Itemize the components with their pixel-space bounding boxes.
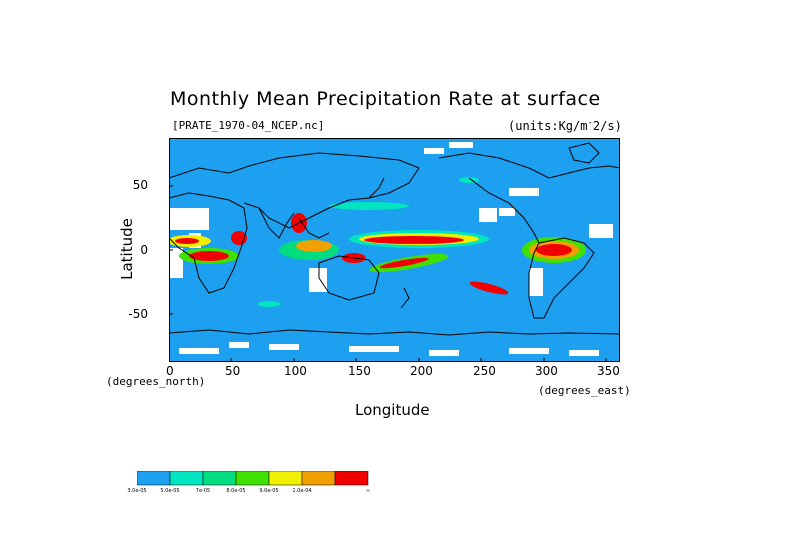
x-tick-label: 100: [284, 364, 307, 378]
legend-swatch-5: [301, 471, 336, 486]
legend-label: 1.0e-04: [292, 488, 312, 494]
x-tick-label: 50: [225, 364, 241, 378]
legend-swatch-6: [334, 471, 369, 486]
y-unit-label: (degrees_east): [538, 384, 631, 397]
x-tick-label: 250: [473, 364, 496, 378]
legend-swatch-2: [202, 471, 237, 486]
x-tick-label: 300: [535, 364, 558, 378]
y-axis-label: Latitude: [117, 218, 136, 280]
x-tick-label: 350: [597, 364, 620, 378]
color-legend: 3.0e-05 5.0e-05 7e-05 8.0e-05 9.0e-05 1.…: [127, 471, 371, 501]
legend-swatch-4: [268, 471, 303, 486]
legend-swatch-1: [169, 471, 204, 486]
missing-data-patches: [169, 142, 613, 356]
units-label: (units:Kg/m-2/s): [508, 118, 622, 133]
axis-ticks: [169, 185, 607, 362]
legend-swatches: [137, 471, 369, 486]
precipitation-map: [169, 138, 620, 362]
file-label: [PRATE_1970-04_NCEP.nc]: [172, 119, 325, 132]
legend-label: ∞: [365, 488, 371, 494]
legend-swatch-3: [235, 471, 270, 486]
legend-label: 5.0e-05: [160, 488, 180, 494]
y-tick-label: 0: [140, 243, 148, 257]
x-tick-label: 0: [166, 364, 174, 378]
legend-swatch-0: [137, 471, 171, 486]
x-tick-label: 150: [348, 364, 371, 378]
coastlines: [169, 142, 620, 336]
legend-label: 7e-05: [195, 488, 211, 494]
x-tick-label: 200: [410, 364, 433, 378]
x-unit-label: (degrees_north): [106, 375, 206, 388]
x-axis-label: Longitude: [355, 401, 430, 419]
map-title: Monthly Mean Precipitation Rate at surfa…: [170, 88, 601, 110]
precipitation-bands: [169, 177, 586, 307]
legend-label: 9.0e-05: [259, 488, 279, 494]
legend-label: 8.0e-05: [226, 488, 246, 494]
y-tick-label: 50: [132, 178, 148, 192]
legend-label: 3.0e-05: [127, 488, 147, 494]
y-tick-label: -50: [128, 307, 148, 321]
